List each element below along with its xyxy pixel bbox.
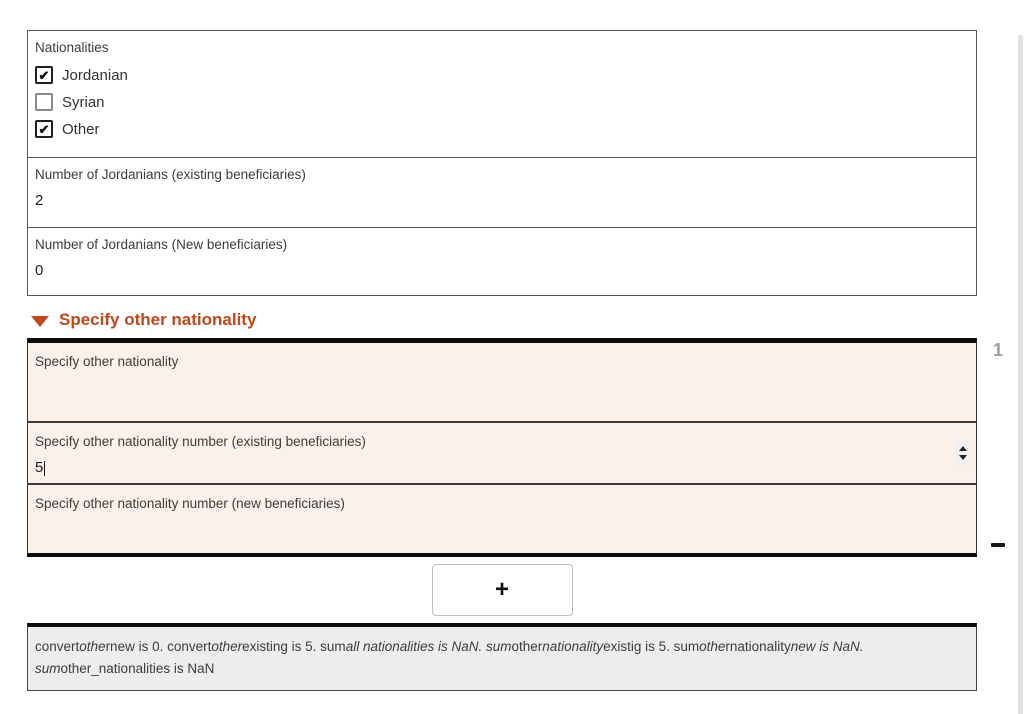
checkbox-icon[interactable]	[35, 120, 53, 138]
question-jordanians-existing: Number of Jordanians (existing beneficia…	[27, 157, 977, 228]
checkbox-label: Syrian	[62, 93, 105, 111]
checkbox-icon[interactable]	[35, 66, 53, 84]
jordanians-new-input[interactable]: 0	[35, 262, 44, 279]
repeat-instance-number: 1	[992, 340, 1003, 360]
question-other-nationality[interactable]: Specify other nationality	[28, 343, 976, 421]
question-other-existing[interactable]: Specify other nationality number (existi…	[28, 421, 976, 483]
question-other-new[interactable]: Specify other nationality number (new be…	[28, 483, 976, 553]
repeat-group-title: Specify other nationality	[59, 310, 257, 329]
add-repeat-button[interactable]: +	[431, 564, 573, 616]
number-spinner[interactable]	[956, 440, 970, 466]
other-new-label: Specify other nationality number (new be…	[35, 496, 345, 511]
jordanians-new-label: Number of Jordanians (New beneficiaries)	[35, 237, 288, 252]
checkbox-jordanian[interactable]: Jordanian	[35, 66, 968, 84]
other-existing-input[interactable]: 5	[35, 459, 45, 476]
repeat-instance: Specify other nationality Specify other …	[27, 338, 977, 557]
nationalities-label: Nationalities	[35, 40, 109, 55]
question-nationalities: Nationalities Jordanian Syrian Other	[27, 30, 977, 158]
checkbox-label: Jordanian	[62, 66, 128, 84]
other-existing-label: Specify other nationality number (existi…	[35, 434, 366, 449]
repeat-instance-wrap: Specify other nationality Specify other …	[27, 338, 1005, 557]
vertical-scrollbar[interactable]	[1018, 35, 1023, 714]
checkbox-icon[interactable]	[35, 93, 53, 111]
nationalities-options: Jordanian Syrian Other	[35, 66, 968, 138]
collapse-triangle-icon	[31, 315, 49, 327]
other-nationality-label: Specify other nationality	[35, 354, 179, 369]
note-text: convertothernew is 0. convertotherexisti…	[35, 639, 864, 676]
spinner-up-icon[interactable]	[959, 446, 967, 451]
add-repeat-row: +	[27, 557, 977, 623]
text-cursor	[43, 461, 45, 476]
checkbox-syrian[interactable]: Syrian	[35, 93, 968, 111]
checkbox-label: Other	[62, 120, 100, 138]
checkbox-other[interactable]: Other	[35, 120, 968, 138]
calculation-note: convertothernew is 0. convertotherexisti…	[27, 623, 977, 691]
repeat-group-header[interactable]: Specify other nationality	[27, 310, 977, 330]
spinner-down-icon[interactable]	[959, 455, 967, 460]
form-page: Nationalities Jordanian Syrian Other Num…	[0, 30, 1024, 714]
question-jordanians-new: Number of Jordanians (New beneficiaries)…	[27, 227, 977, 296]
remove-repeat-button[interactable]	[991, 543, 1005, 547]
jordanians-existing-input[interactable]: 2	[35, 192, 44, 209]
jordanians-existing-label: Number of Jordanians (existing beneficia…	[35, 167, 306, 182]
